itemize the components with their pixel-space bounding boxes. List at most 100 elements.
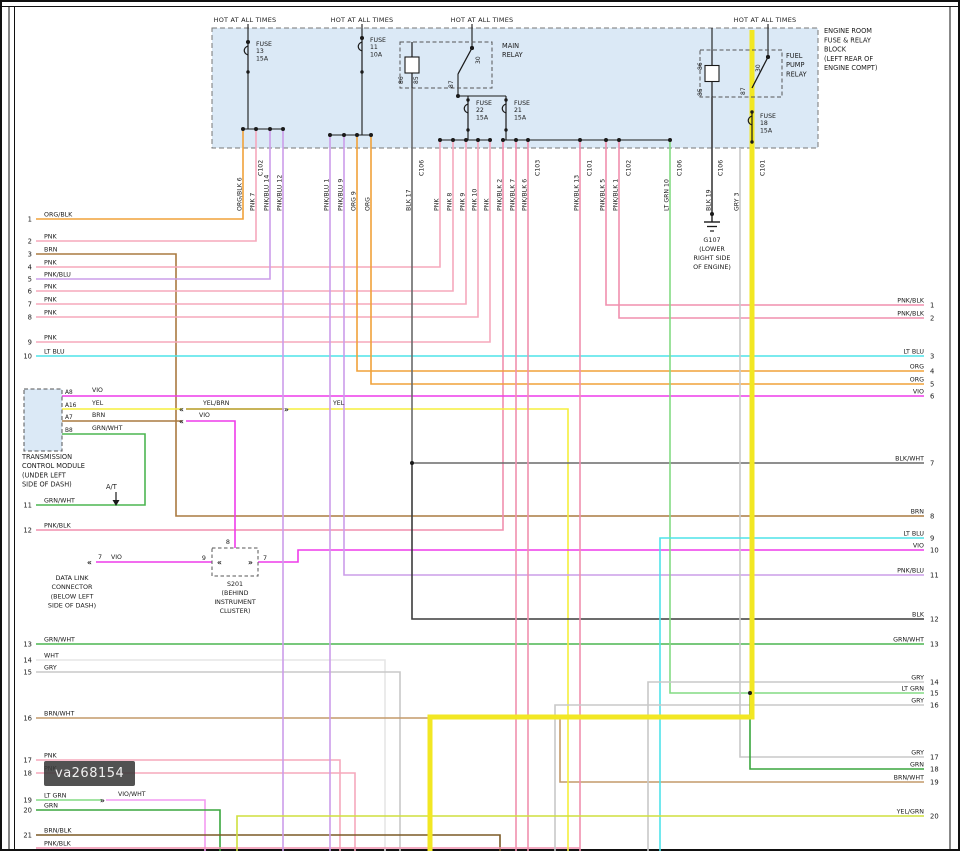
wire-gry-47 [647,681,924,851]
junction-dot [268,127,272,131]
left-row-label: LT BLU [44,349,65,356]
right-row-label: GRY [911,698,924,705]
right-row-label: BRN [911,509,925,516]
wire-pnk-1 [36,129,257,242]
splice-s201: 8 9 7 S201 (BEHIND INSTRUMENT CLUSTER) [202,538,267,615]
wire-pnk_blk-11 [36,140,504,531]
fuse-22-label: FUSE [476,100,492,107]
right-row-number: 1 [930,302,934,310]
right-row-label: ORG [910,377,924,384]
splice-connector-icon: « [87,558,92,567]
wire-org-32 [370,135,924,385]
drop-label: BLK 19 [706,189,713,211]
left-row-number: 4 [28,264,32,272]
fuse-18-label: 18 [760,120,768,127]
left-row-label: LT GRN [44,793,67,800]
g107-caption: G107 [703,236,720,244]
hot-at-all-times-label: HOT AT ALL TIMES [331,16,394,24]
junction-dot [710,212,714,216]
wire-brn-2 [36,253,924,517]
wire-pnk-3 [36,140,441,268]
junction-dot [241,127,245,131]
drop-label: PNK/BLU 9 [338,179,345,211]
s201-pin-left: 9 [202,554,206,562]
right-row-number: 6 [930,393,934,401]
relay-coil-icon [704,64,720,83]
dlc-caption: SIDE OF DASH) [48,602,96,610]
splice-connector-icon: « [179,417,184,426]
junction-dot [328,133,332,137]
left-row-label: PNK [44,260,58,267]
g107-caption: OF ENGINE) [693,263,731,271]
tcm-wire-label: GRN/WHT [92,425,123,432]
junction-dot [578,138,582,142]
junction-dot [355,133,359,137]
junction-dot [369,133,373,137]
left-row-label: GRN/WHT [44,637,75,644]
right-row-label: ORG [910,364,924,371]
wire-pnk_blu-35 [343,135,924,576]
left-row-label: PNK [44,753,58,760]
at-label: A/T [106,483,118,491]
left-row-number: 11 [23,502,32,510]
hot-labels: HOT AT ALL TIMES HOT AT ALL TIMES HOT AT A… [214,16,797,24]
main-relay-caption: RELAY [502,51,524,59]
junction-dot [526,138,530,142]
left-row-label: ORG/BLK [44,212,73,219]
right-row-label: LT BLU [903,531,924,538]
tcm-pin: A7 [65,415,73,421]
drop-label: ORG/BLK 6 [237,177,244,211]
fuse-21-label: 15A [514,114,527,121]
left-row-label: PNK [44,284,58,291]
s201-pin-top: 8 [226,538,230,546]
wire-vio-30 [258,549,924,563]
fuse-element-icon [357,41,363,52]
tcm-caption: CONTROL MODULE [22,462,85,470]
drop-label: PNK/BLK 7 [510,179,517,211]
fuse-11-label: 11 [370,44,378,51]
splice-connector-icon: » [248,558,253,567]
left-row-number: 7 [28,301,32,309]
drop-labels: ORG/BLK 6 PNK 7 PNK/BLU 14 PNK/BLU 12 PNK/BL… [237,160,767,211]
inline-wire-label: YEL [332,400,345,407]
fuel-pump-relay-caption: PUMP [786,61,804,69]
wire-lt_grn-43 [669,140,924,694]
junction-dot [410,461,414,465]
drop-label: LT GRN 10 [664,179,671,211]
connector-label: C102 [258,160,265,176]
fuse-block-caption: FUSE & RELAY [824,36,872,44]
left-row-label: PNK [44,310,58,317]
drop-label: PNK/BLK 1 [613,179,620,211]
fuse-22-label: 22 [476,107,484,114]
g107-caption: RIGHT SIDE [694,254,731,262]
fuel-pump-relay-pin: 30 [755,64,762,72]
left-row-number: 2 [28,238,32,246]
left-row-number: 6 [28,288,32,296]
drop-label: PNK [434,198,441,211]
fuel-pump-relay-caption: RELAY [786,70,808,78]
s201-caption: INSTRUMENT [214,599,256,606]
connector-label: C106 [718,160,725,176]
junction-dot [254,127,258,131]
right-row-number: 19 [930,779,939,787]
drop-label: PNK [484,198,491,211]
connector-label: C106 [677,160,684,176]
right-row-number: 20 [930,813,939,821]
wire-grn-20 [36,809,221,851]
right-row-number: 16 [930,702,939,710]
dlc-caption: (BELOW LEFT [51,592,94,600]
main-relay-pin: 86 [398,76,405,84]
drop-label: PNK/BLK 13 [574,175,581,211]
right-row-label: VIO [913,389,924,396]
right-row-label: GRN [910,762,924,769]
wire-vio_wht-19 [106,799,206,851]
wire-blk-37 [411,463,924,620]
fuse-13-label: FUSE [256,41,272,48]
left-row-number: 1 [28,216,32,224]
